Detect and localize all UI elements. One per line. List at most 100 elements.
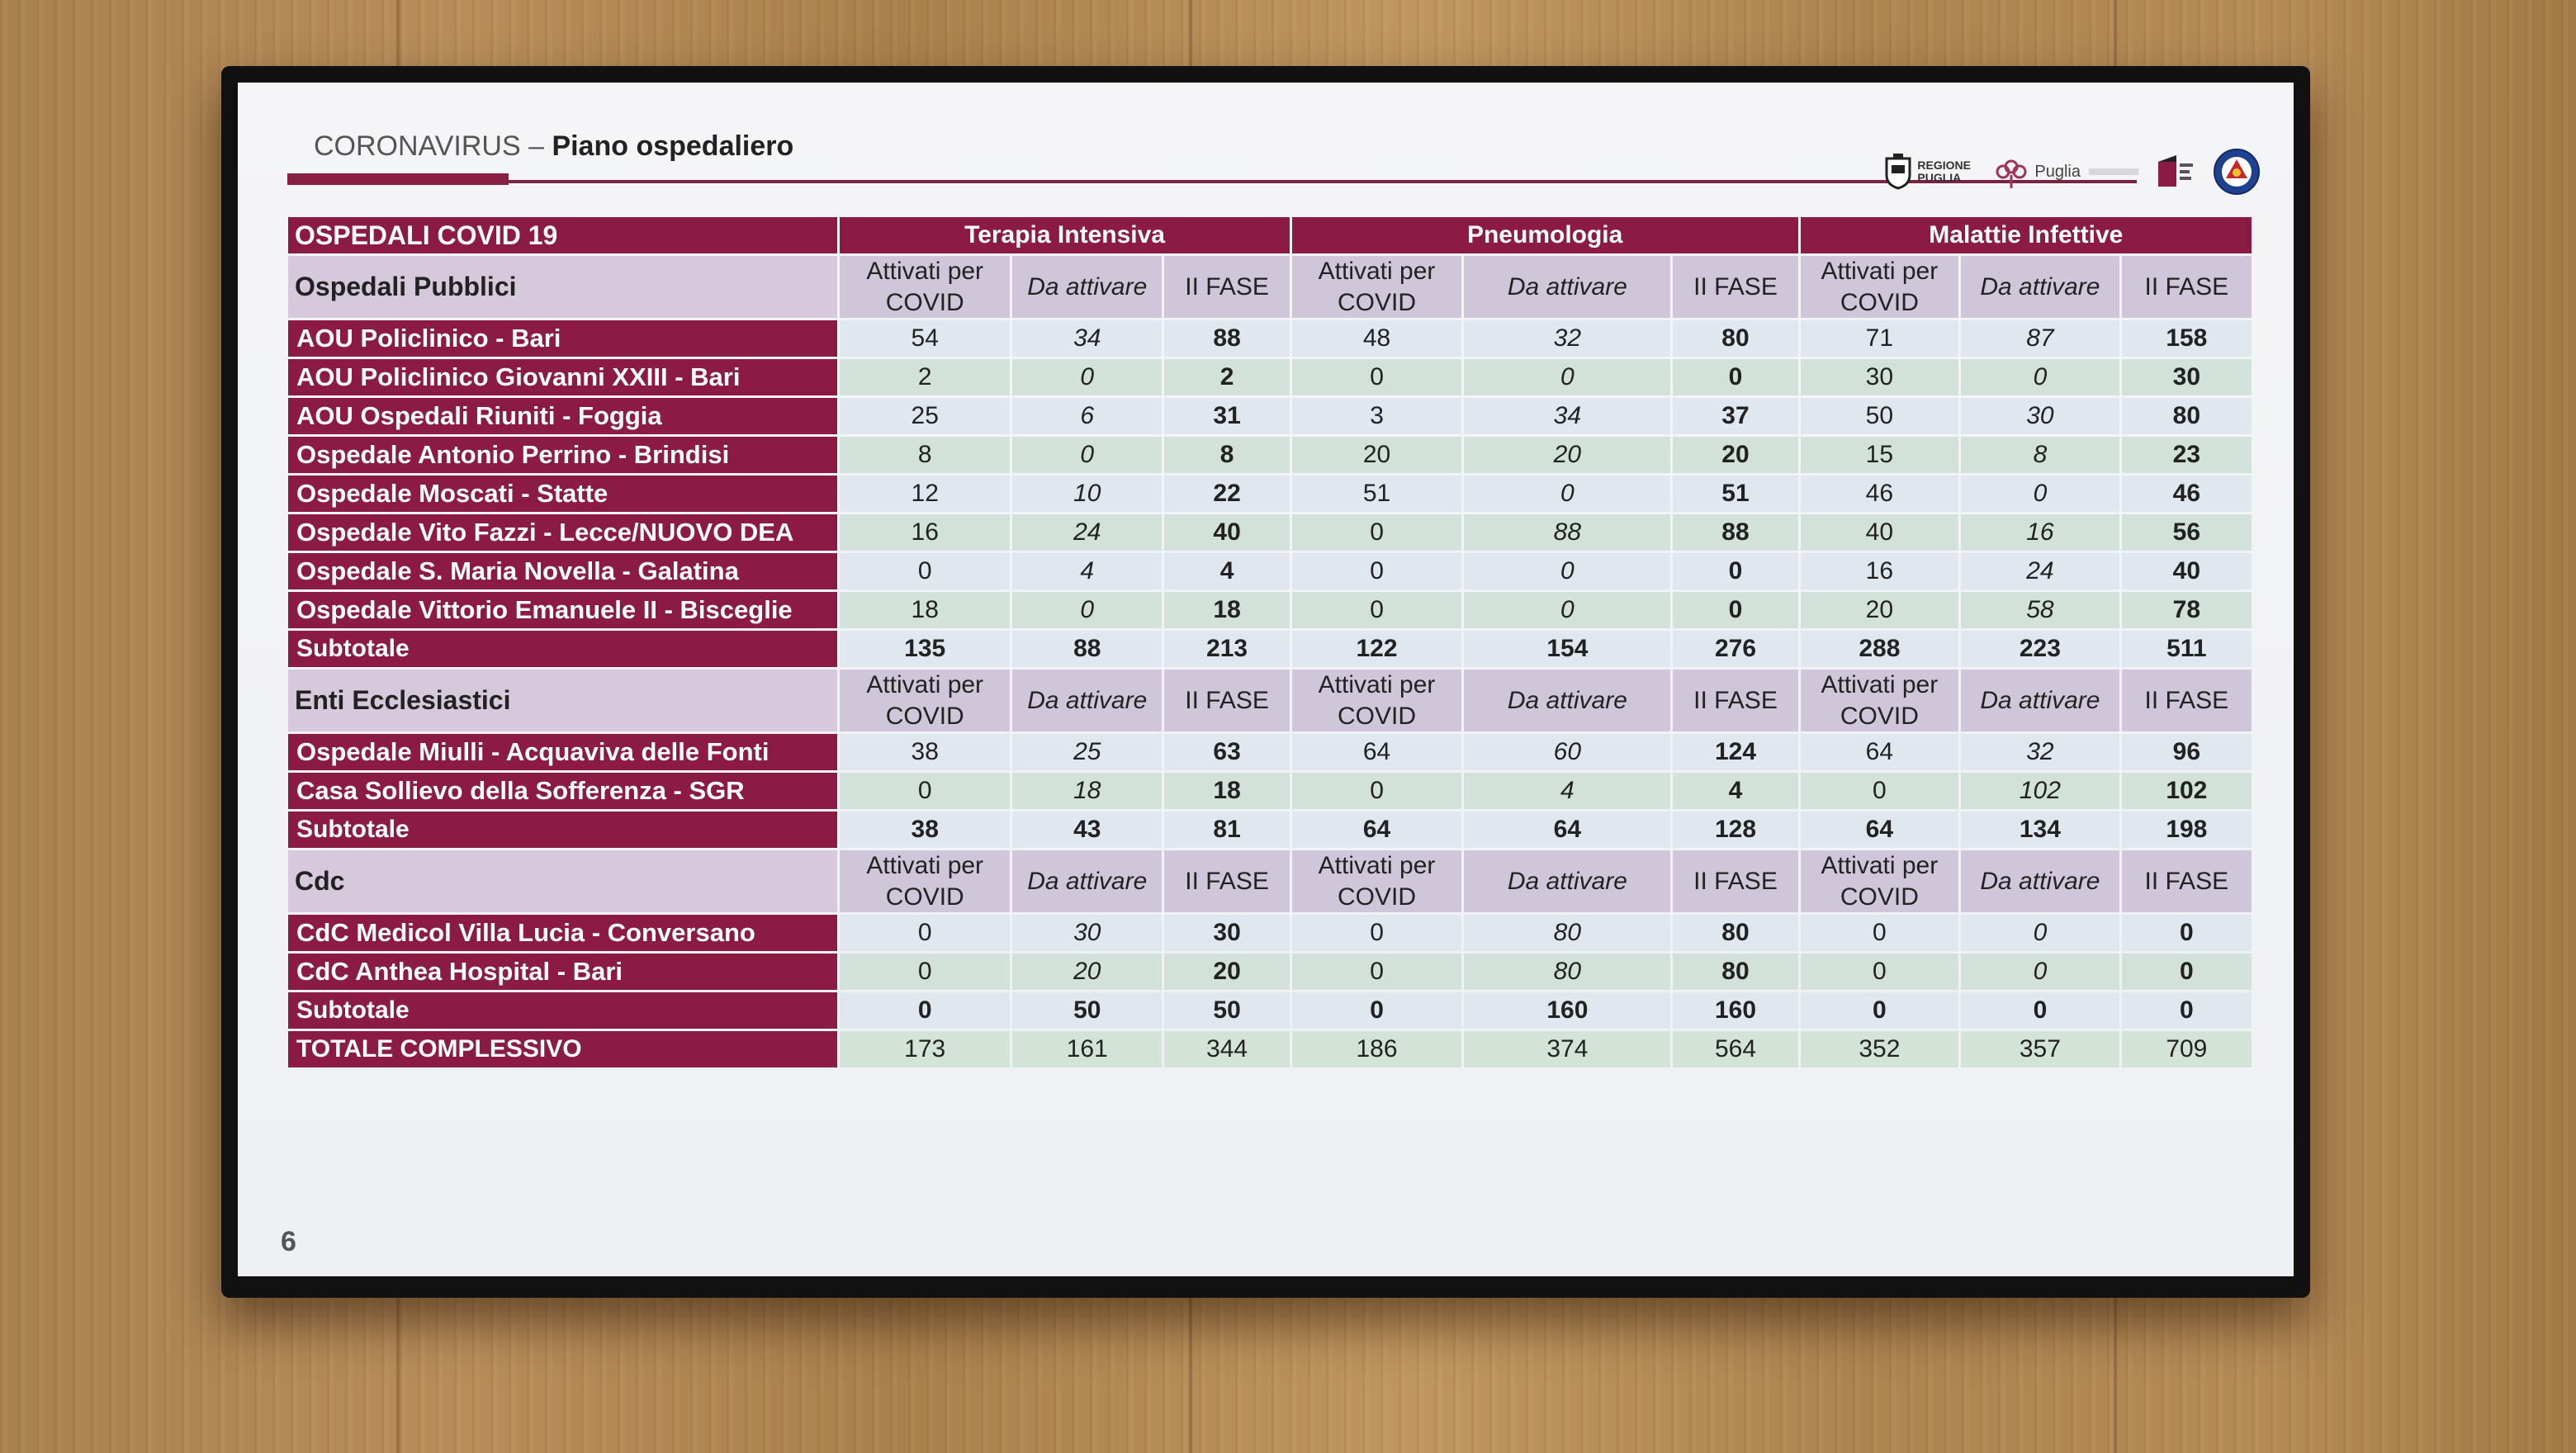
- table-row: Casa Sollievo della Sofferenza - SGR 0 18 1…: [288, 773, 2252, 809]
- cell-value: 0: [1291, 553, 1462, 589]
- group-terapia-intensiva: Terapia Intensiva: [840, 217, 1290, 253]
- cell-value: 37: [1673, 398, 1798, 434]
- cell-value: 40: [1800, 514, 1959, 551]
- cell-value: 0: [2121, 915, 2252, 951]
- civil-protection-icon: [2214, 149, 2260, 195]
- subcol-attivati: Attivati per COVID: [1291, 256, 1462, 318]
- section-header-row: Enti Ecclesiastici Attivati per COVID Da a…: [288, 670, 2252, 731]
- cell-value: 64: [1464, 812, 1671, 848]
- cell-value: 40: [2121, 553, 2252, 589]
- cell-value: 0: [1012, 359, 1163, 395]
- cell-value: 102: [2121, 773, 2252, 809]
- cell-value: 20: [1464, 437, 1671, 473]
- cell-value: 8: [1961, 437, 2119, 473]
- section-header-row: Ospedali Pubblici Attivati per COVID Da at…: [288, 256, 2252, 318]
- cell-value: 0: [840, 915, 1011, 951]
- cell-value: 0: [1673, 359, 1798, 395]
- row-label: Casa Sollievo della Sofferenza - SGR: [288, 773, 838, 809]
- row-label: Subtotale: [288, 812, 838, 848]
- cell-value: 4: [1012, 553, 1163, 589]
- cell-value: 511: [2121, 631, 2252, 667]
- cell-value: 134: [1961, 812, 2119, 848]
- cell-value: 0: [1012, 592, 1163, 628]
- regione-puglia-text: REGIONE PUGLIA: [1917, 159, 1971, 184]
- civil-protection-logo: [2213, 148, 2261, 196]
- subcol-attivati: Attivati per COVID: [840, 850, 1011, 912]
- cell-value: 223: [1961, 631, 2119, 667]
- cell-value: 18: [1012, 773, 1163, 809]
- cell-value: 0: [1961, 359, 2119, 395]
- subcol-attivati: Attivati per COVID: [1800, 256, 1959, 318]
- subcol-attivati: Attivati per COVID: [1800, 670, 1959, 731]
- section-name: Ospedali Pubblici: [288, 256, 838, 318]
- cell-value: 0: [1673, 553, 1798, 589]
- subtotal-row: Subtotale 0 50 50 0 160 160 0 0 0: [288, 992, 2252, 1029]
- table-row: Ospedale Antonio Perrino - Brindisi 8 0 8 20…: [288, 437, 2252, 473]
- cell-value: 23: [2121, 437, 2252, 473]
- cell-value: 50: [1164, 992, 1290, 1029]
- cell-value: 122: [1291, 631, 1462, 667]
- cell-value: 25: [840, 398, 1011, 434]
- cell-value: 64: [1800, 812, 1959, 848]
- cell-value: 58: [1961, 592, 2119, 628]
- cell-value: 40: [1164, 514, 1290, 551]
- cell-value: 24: [1012, 514, 1163, 551]
- row-label: TOTALE COMPLESSIVO: [288, 1031, 838, 1067]
- subcol-da-attivare: Da attivare: [1961, 256, 2119, 318]
- cell-value: 213: [1164, 631, 1290, 667]
- row-label: Ospedale Vittorio Emanuele II - Biscegli…: [288, 592, 838, 628]
- cell-value: 80: [2121, 398, 2252, 434]
- cell-value: 186: [1291, 1031, 1462, 1067]
- cell-value: 16: [1961, 514, 2119, 551]
- group-malattie-infettive: Malattie Infettive: [1800, 217, 2252, 253]
- subcol-ii-fase: II FASE: [2121, 256, 2252, 318]
- cell-value: 48: [1291, 320, 1462, 357]
- cell-value: 0: [1800, 992, 1959, 1029]
- cell-value: 22: [1164, 476, 1290, 512]
- cell-value: 0: [1291, 992, 1462, 1029]
- cell-value: 0: [1291, 359, 1462, 395]
- tv-monitor: CORONAVIRUS – Piano ospedaliero REGIONE …: [221, 66, 2310, 1298]
- title-rule: [287, 180, 2137, 183]
- cell-value: 276: [1673, 631, 1798, 667]
- table-corner-title: OSPEDALI COVID 19: [288, 217, 838, 253]
- cell-value: 30: [1164, 915, 1290, 951]
- cell-value: 32: [1464, 320, 1671, 357]
- subcol-ii-fase: II FASE: [1164, 256, 1290, 318]
- cell-value: 96: [2121, 734, 2252, 770]
- table-row: AOU Policlinico Giovanni XXIII - Bari 2 0 2…: [288, 359, 2252, 395]
- row-label: Subtotale: [288, 631, 838, 667]
- table-row: CdC Anthea Hospital - Bari 0 20 20 0 80 80 0 0 0: [288, 954, 2252, 990]
- cell-value: 30: [1800, 359, 1959, 395]
- cell-value: 30: [1961, 398, 2119, 434]
- cell-value: 0: [1464, 476, 1671, 512]
- cell-value: 64: [1800, 734, 1959, 770]
- hospital-beds-table: OSPEDALI COVID 19 Terapia Intensiva Pneu…: [286, 215, 2254, 1070]
- row-label: Ospedale S. Maria Novella - Galatina: [288, 553, 838, 589]
- subcol-da-attivare: Da attivare: [1961, 670, 2119, 731]
- cell-value: 30: [1012, 915, 1163, 951]
- subcol-da-attivare: Da attivare: [1012, 670, 1163, 731]
- cell-value: 3: [1291, 398, 1462, 434]
- puglia-brand-text: Puglia: [2034, 162, 2081, 181]
- cell-value: 4: [1164, 553, 1290, 589]
- subcol-ii-fase: II FASE: [2121, 670, 2252, 731]
- cell-value: 198: [2121, 812, 2252, 848]
- subcol-da-attivare: Da attivare: [1012, 256, 1163, 318]
- cell-value: 0: [2121, 992, 2252, 1029]
- cell-value: 8: [840, 437, 1011, 473]
- cell-value: 88: [1012, 631, 1163, 667]
- subtotal-row: Subtotale 38 43 81 64 64 128 64 134 198: [288, 812, 2252, 848]
- cell-value: 0: [840, 553, 1011, 589]
- cell-value: 2: [1164, 359, 1290, 395]
- group-pneumologia: Pneumologia: [1291, 217, 1798, 253]
- cell-value: 38: [840, 812, 1011, 848]
- subcol-attivati: Attivati per COVID: [840, 670, 1011, 731]
- cell-value: 80: [1464, 954, 1671, 990]
- cell-value: 50: [1800, 398, 1959, 434]
- health-agency-logo: [2157, 154, 2195, 190]
- cell-value: 78: [2121, 592, 2252, 628]
- row-label: Ospedale Miulli - Acquaviva delle Fonti: [288, 734, 838, 770]
- cell-value: 4: [1464, 773, 1671, 809]
- table-row: Ospedale Vito Fazzi - Lecce/NUOVO DEA 16 2…: [288, 514, 2252, 551]
